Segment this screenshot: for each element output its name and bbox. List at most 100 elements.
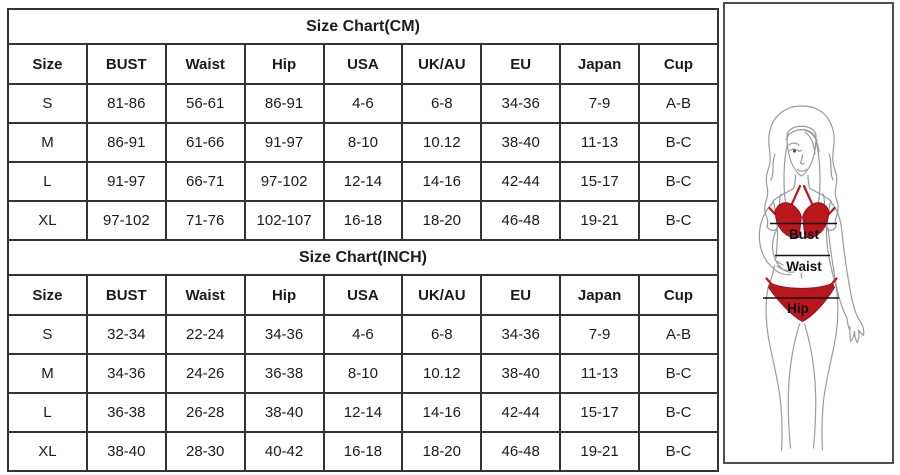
table-cell: 10.12 <box>401 353 483 394</box>
arm-hanging <box>827 201 865 344</box>
size-row-XL: XL 97-102 71-76 102-107 16-18 18-20 46-48 19-21… <box>7 200 719 241</box>
hip-label: Hip <box>787 301 809 316</box>
bikini-bottom <box>768 282 835 322</box>
header-cell: Hip <box>243 274 325 316</box>
header-cell: UK/AU <box>401 43 483 85</box>
table-cell: 11-13 <box>559 122 640 163</box>
table-cell: 15-17 <box>559 161 640 202</box>
header-cell: Waist <box>164 274 246 316</box>
table-title-row: Size Chart(INCH) <box>7 239 719 276</box>
table-cell: 18-20 <box>401 431 483 472</box>
table-cell: 16-18 <box>322 431 404 472</box>
neck <box>792 174 811 190</box>
bikini-bottom-ties <box>765 277 838 285</box>
header-cell: Waist <box>164 43 246 85</box>
table-cell: 11-13 <box>559 353 640 394</box>
table-cell: B-C <box>638 353 719 394</box>
table-cell: 36-38 <box>85 392 167 433</box>
table-cell: 46-48 <box>480 200 562 241</box>
eye <box>788 142 803 153</box>
header-cell: EU <box>480 274 562 316</box>
table-cell: 14-16 <box>401 392 483 433</box>
table-cell: 15-17 <box>559 392 640 433</box>
bangs <box>785 129 820 155</box>
navel <box>800 272 803 279</box>
table-cell: M <box>7 122 88 163</box>
table-cell: 81-86 <box>85 83 167 124</box>
table-cell: 40-42 <box>243 431 325 472</box>
legs <box>765 285 839 451</box>
table-cell: 24-26 <box>164 353 246 394</box>
table-cell: 7-9 <box>559 314 640 355</box>
table-cell: L <box>7 392 88 433</box>
table-cell: 34-36 <box>480 83 562 124</box>
hair-wave-strokes <box>770 153 834 215</box>
bust-label: Bust <box>789 227 820 242</box>
table-cell: 38-40 <box>85 431 167 472</box>
table-cell: 8-10 <box>322 353 404 394</box>
table-cell: 56-61 <box>164 83 246 124</box>
bikini-top-left-cup <box>774 202 802 238</box>
header-cell: USA <box>322 43 404 85</box>
table-cell: 26-28 <box>164 392 246 433</box>
table-cell: 91-97 <box>85 161 167 202</box>
table-cell: 18-20 <box>401 200 483 241</box>
mouth <box>796 168 808 172</box>
bikini-top-right-cup <box>802 202 830 238</box>
table-cell: 97-102 <box>243 161 325 202</box>
table-cell: 16-18 <box>322 200 404 241</box>
table-cell: 97-102 <box>85 200 167 241</box>
bikini-straps <box>768 184 836 216</box>
header-cell: Cup <box>638 274 719 316</box>
table-cell: 86-91 <box>243 83 325 124</box>
size-row-L: L 36-38 26-28 38-40 12-14 14-16 42-44 15-17 B-C <box>7 392 719 433</box>
table-cell: 34-36 <box>85 353 167 394</box>
table-cell: 6-8 <box>401 314 483 355</box>
table-cell: 14-16 <box>401 161 483 202</box>
table-cell: XL <box>7 431 88 472</box>
table-cell: 4-6 <box>322 83 404 124</box>
table-cell: 6-8 <box>401 83 483 124</box>
table-title-row: Size Chart(CM) <box>7 8 719 45</box>
table-cell: 71-76 <box>164 200 246 241</box>
table-cell: 38-40 <box>243 392 325 433</box>
table-cell: 12-14 <box>322 392 404 433</box>
table-cell: 19-21 <box>559 200 640 241</box>
table-cell: 7-9 <box>559 83 640 124</box>
table-cell: 34-36 <box>243 314 325 355</box>
size-row-S: S 81-86 56-61 86-91 4-6 6-8 34-36 7-9 A-B <box>7 83 719 124</box>
table-cell: 102-107 <box>243 200 325 241</box>
table-cell: 19-21 <box>559 431 640 472</box>
table-cell: L <box>7 161 88 202</box>
table-cell: 32-34 <box>85 314 167 355</box>
header-cell: Japan <box>559 43 640 85</box>
header-cell: Size <box>7 43 88 85</box>
table-cell: 12-14 <box>322 161 404 202</box>
header-cell: Cup <box>638 43 719 85</box>
size-row-L: L 91-97 66-71 97-102 12-14 14-16 42-44 15-17 B-C <box>7 161 719 202</box>
table-cell: 8-10 <box>322 122 404 163</box>
table-cell: A-B <box>638 314 719 355</box>
table-cell: S <box>7 314 88 355</box>
table-cell: 66-71 <box>164 161 246 202</box>
table-cell: B-C <box>638 431 719 472</box>
header-cell: EU <box>480 43 562 85</box>
table-cell: B-C <box>638 200 719 241</box>
table-cell: 4-6 <box>322 314 404 355</box>
shoulders <box>771 187 833 203</box>
table-cell: S <box>7 83 88 124</box>
table-cell: 36-38 <box>243 353 325 394</box>
table-cell: 22-24 <box>164 314 246 355</box>
size-row-S: S 32-34 22-24 34-36 4-6 6-8 34-36 7-9 A-B <box>7 314 719 355</box>
table-cell: 42-44 <box>480 161 562 202</box>
size-row-XL: XL 38-40 28-30 40-42 16-18 18-20 46-48 19-21 B-C <box>7 431 719 472</box>
table-cell: B-C <box>638 122 719 163</box>
table-title: Size Chart(CM) <box>7 8 719 45</box>
table-cell: A-B <box>638 83 719 124</box>
header-cell: BUST <box>85 43 167 85</box>
table-cell: XL <box>7 200 88 241</box>
table-cell: 28-30 <box>164 431 246 472</box>
waist-label: Waist <box>786 259 822 274</box>
nose <box>799 154 805 165</box>
